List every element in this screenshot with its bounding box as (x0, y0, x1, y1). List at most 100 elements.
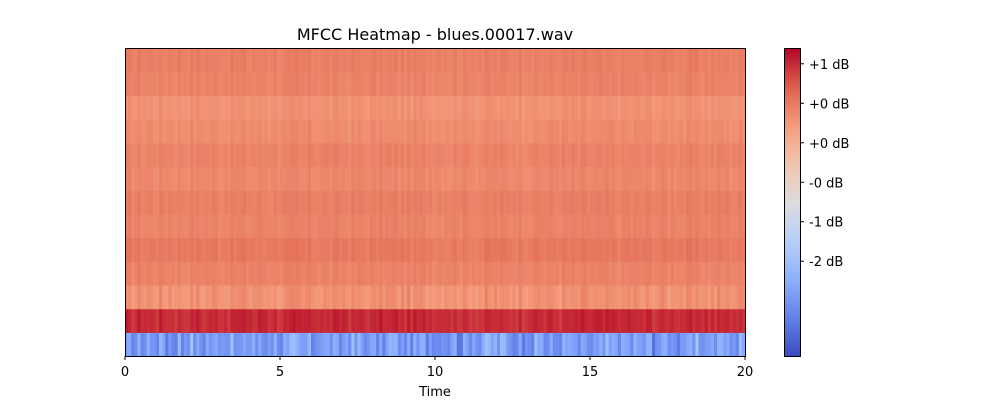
heatmap-cell (559, 332, 563, 357)
heatmap-cell (670, 284, 675, 310)
heatmap-cell (447, 95, 452, 120)
heatmap-cell (425, 213, 430, 239)
heatmap-cell (664, 284, 669, 310)
heatmap-cell (292, 284, 297, 310)
heatmap-cell (376, 142, 380, 168)
heatmap-cell (608, 308, 613, 333)
heatmap-cell (314, 284, 318, 310)
heatmap-cell (239, 119, 244, 144)
heatmap (125, 48, 746, 357)
heatmap-cell (431, 213, 436, 239)
heatmap-cell (193, 237, 197, 262)
heatmap-cell (602, 190, 607, 215)
heatmap-cell (323, 213, 328, 239)
heatmap-cell (183, 142, 188, 168)
heatmap-cell (295, 142, 300, 168)
heatmap-cell (617, 213, 622, 239)
heatmap-cell (534, 332, 538, 357)
heatmap-cell (171, 213, 176, 239)
heatmap-cell (537, 261, 541, 286)
heatmap-cell (679, 119, 684, 144)
heatmap-cell (506, 190, 510, 215)
heatmap-cell (351, 308, 355, 333)
heatmap-cell (317, 213, 321, 239)
heatmap-cell (329, 332, 334, 357)
heatmap-cell (255, 284, 259, 310)
heatmap-cell (394, 142, 399, 168)
heatmap-cell (710, 95, 715, 120)
heatmap-cell (283, 95, 287, 120)
heatmap-cell (683, 308, 687, 333)
heatmap-cell (320, 284, 324, 310)
heatmap-cell (298, 142, 303, 168)
heatmap-cell (543, 119, 548, 144)
heatmap-cell (723, 95, 727, 120)
heatmap-cell (537, 237, 541, 262)
heatmap-cell (425, 308, 430, 333)
heatmap-cell (630, 213, 634, 239)
heatmap-cell (689, 166, 693, 191)
heatmap-cell (196, 142, 200, 168)
heatmap-cell (289, 190, 293, 215)
heatmap-cell (698, 71, 703, 96)
heatmap-cell (676, 213, 681, 239)
heatmap-cell (599, 332, 603, 357)
heatmap-cell (531, 284, 535, 310)
heatmap-cell (286, 332, 290, 357)
heatmap-cell (639, 213, 644, 239)
heatmap-cell (332, 237, 337, 262)
heatmap-cell (307, 119, 312, 144)
heatmap-cell (187, 142, 191, 168)
heatmap-cell (379, 119, 383, 144)
heatmap-cell (394, 119, 399, 144)
heatmap-cell (534, 284, 538, 310)
heatmap-cell (143, 284, 148, 310)
heatmap-cell (723, 190, 727, 215)
heatmap-cell (689, 237, 693, 262)
heatmap-cell (317, 308, 321, 333)
heatmap-cell (633, 284, 638, 310)
heatmap-cell (515, 119, 520, 144)
heatmap-cell (227, 48, 231, 73)
x-axis-label: Time (418, 385, 451, 400)
heatmap-cell (462, 119, 467, 144)
heatmap-cell (320, 237, 324, 262)
heatmap-cell (304, 237, 309, 262)
heatmap-cell (512, 332, 517, 357)
heatmap-cell (156, 190, 160, 215)
heatmap-cell (171, 332, 176, 357)
heatmap-cell (506, 48, 510, 73)
heatmap-cell (676, 142, 681, 168)
heatmap-cell (586, 95, 591, 120)
heatmap-cell (608, 48, 613, 73)
heatmap-cell (376, 71, 380, 96)
heatmap-cell (149, 190, 154, 215)
heatmap-cell (621, 237, 625, 262)
heatmap-cell (391, 308, 396, 333)
heatmap-cell (419, 237, 424, 262)
heatmap-cell (648, 71, 653, 96)
heatmap-cell (512, 213, 517, 239)
heatmap-cell (444, 237, 448, 262)
heatmap-cell (245, 261, 250, 286)
heatmap-cell (131, 142, 135, 168)
heatmap-cell (385, 166, 390, 191)
heatmap-cell (233, 237, 238, 262)
heatmap-cell (537, 95, 541, 120)
heatmap-cell (258, 166, 262, 191)
heatmap-cell (462, 213, 467, 239)
heatmap-cell (692, 261, 696, 286)
heatmap-cell (366, 119, 371, 144)
heatmap-cell (726, 284, 731, 310)
heatmap-cell (487, 237, 492, 262)
heatmap-cell (503, 190, 507, 215)
heatmap-cell (593, 261, 597, 286)
heatmap-cell (506, 142, 510, 168)
heatmap-cell (599, 71, 603, 96)
heatmap-cell (655, 190, 659, 215)
heatmap-cell (413, 237, 417, 262)
heatmap-cell (419, 95, 424, 120)
heatmap-cell (590, 48, 594, 73)
heatmap-cell (360, 308, 365, 333)
heatmap-cell (280, 284, 284, 310)
